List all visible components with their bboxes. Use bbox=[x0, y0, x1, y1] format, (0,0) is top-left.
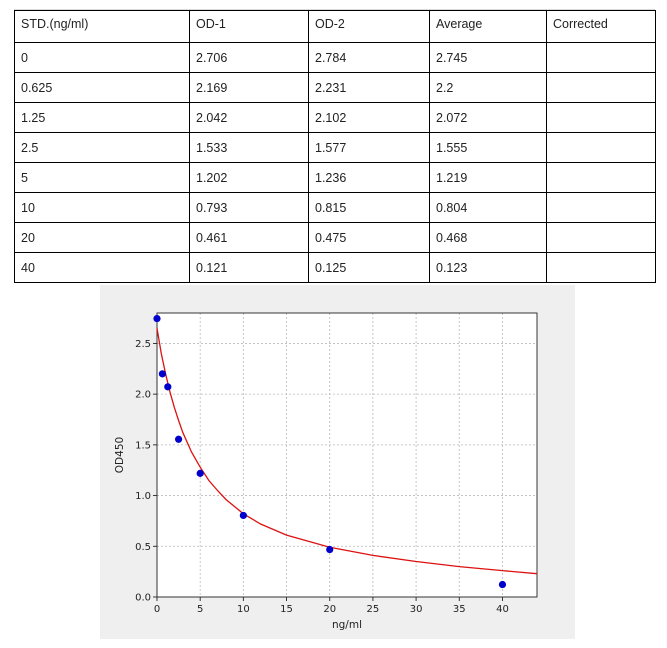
x-tick-label: 20 bbox=[323, 604, 336, 615]
table-cell: 1.555 bbox=[429, 132, 547, 163]
table-cell: 10 bbox=[14, 192, 190, 223]
table-cell: 1.25 bbox=[14, 102, 190, 133]
table-cell: 1.202 bbox=[189, 162, 309, 193]
table-cell bbox=[546, 132, 656, 163]
table-cell: 0.125 bbox=[308, 252, 430, 283]
x-tick-label: 15 bbox=[280, 604, 293, 615]
table-cell: 0.468 bbox=[429, 222, 547, 253]
x-axis-label: ng/ml bbox=[332, 619, 362, 631]
x-tick-label: 0 bbox=[154, 604, 160, 615]
chart-panel: 0 5 10 15 20 25 30 35 40 0.0 0.5 1.0 1.5 2.0 2.5 ng/ml O… bbox=[100, 285, 575, 639]
table-cell: 2.5 bbox=[14, 132, 190, 163]
y-tick-label: 0.0 bbox=[135, 593, 151, 604]
table-cell: 0.804 bbox=[429, 192, 547, 223]
plot-frame bbox=[156, 312, 538, 598]
table-row: 0.625 2.169 2.231 2.2 bbox=[14, 72, 656, 103]
top-divider bbox=[14, 0, 655, 10]
y-tick-label: 1.0 bbox=[135, 491, 151, 502]
table-cell: 1.236 bbox=[308, 162, 430, 193]
table-row: 10 0.793 0.815 0.804 bbox=[14, 192, 656, 223]
x-tick-label: 5 bbox=[197, 604, 203, 615]
table-row: 2.5 1.533 1.577 1.555 bbox=[14, 132, 656, 163]
table-cell bbox=[546, 252, 656, 283]
table-cell: 2.706 bbox=[189, 42, 309, 73]
data-point bbox=[196, 469, 204, 477]
table-cell: 0.815 bbox=[308, 192, 430, 223]
table-cell: 2.784 bbox=[308, 42, 430, 73]
table-row: 40 0.121 0.125 0.123 bbox=[14, 252, 656, 283]
table-cell bbox=[546, 102, 656, 133]
table-cell bbox=[546, 192, 656, 223]
data-point bbox=[153, 314, 161, 323]
header-average: Average bbox=[429, 10, 547, 43]
data-point bbox=[239, 511, 247, 520]
y-axis-label: OD450 bbox=[114, 437, 126, 473]
plot-area bbox=[157, 313, 537, 597]
table-cell: 0.793 bbox=[189, 192, 309, 223]
table-cell bbox=[546, 222, 656, 253]
table-cell: 2.231 bbox=[308, 72, 430, 103]
table-cell: 2.745 bbox=[429, 42, 547, 73]
table-cell: 2.072 bbox=[429, 102, 547, 133]
header-corrected: Corrected bbox=[546, 10, 656, 43]
table-cell: 0.121 bbox=[189, 252, 309, 283]
data-point bbox=[326, 545, 334, 554]
table-cell: 0.475 bbox=[308, 222, 430, 253]
standard-curve-table: STD.(ng/ml) OD-1 OD-2 Average Corrected … bbox=[14, 10, 656, 283]
table-cell: 2.102 bbox=[308, 102, 430, 133]
x-tick-label: 10 bbox=[237, 604, 250, 615]
od-standard-curve-chart: 0 5 10 15 20 25 30 35 40 0.0 0.5 1.0 1.5 2.0 2.5 ng/ml O… bbox=[114, 312, 538, 631]
table-cell: 0.625 bbox=[14, 72, 190, 103]
x-tick-label: 30 bbox=[410, 604, 423, 615]
table-cell: 1.577 bbox=[308, 132, 430, 163]
table-cell bbox=[546, 72, 656, 103]
data-point bbox=[164, 383, 172, 391]
table-cell: 0.461 bbox=[189, 222, 309, 253]
data-point bbox=[158, 370, 166, 378]
table-row: 5 1.202 1.236 1.219 bbox=[14, 162, 656, 193]
table-row: 20 0.461 0.475 0.468 bbox=[14, 222, 656, 253]
fit-curve-line bbox=[156, 328, 538, 575]
table-header-row: STD.(ng/ml) OD-1 OD-2 Average Corrected bbox=[14, 10, 656, 43]
table-cell: 2.169 bbox=[189, 72, 309, 103]
table-cell: 40 bbox=[14, 252, 190, 283]
table-cell: 2.2 bbox=[429, 72, 547, 103]
y-tick-label: 0.5 bbox=[135, 542, 151, 553]
y-tick-label: 2.0 bbox=[135, 390, 151, 401]
table-cell bbox=[546, 42, 656, 73]
table-cell: 20 bbox=[14, 222, 190, 253]
table-cell: 2.042 bbox=[189, 102, 309, 133]
header-std: STD.(ng/ml) bbox=[14, 10, 190, 43]
table-row: 0 2.706 2.784 2.745 bbox=[14, 42, 656, 73]
y-tick-label: 1.5 bbox=[135, 440, 151, 451]
data-point bbox=[174, 435, 183, 443]
table-row: 1.25 2.042 2.102 2.072 bbox=[14, 102, 656, 133]
x-tick-label: 40 bbox=[496, 604, 509, 615]
table-cell: 0.123 bbox=[429, 252, 547, 283]
data-point bbox=[498, 580, 507, 589]
table-cell: 0 bbox=[14, 42, 190, 73]
table-cell: 1.219 bbox=[429, 162, 547, 193]
header-od1: OD-1 bbox=[189, 10, 309, 43]
table-cell: 5 bbox=[14, 162, 190, 193]
x-tick-label: 35 bbox=[453, 604, 466, 615]
x-tick-label: 25 bbox=[367, 604, 380, 615]
table-cell bbox=[546, 162, 656, 193]
y-tick-label: 2.5 bbox=[135, 339, 151, 350]
table-cell: 1.533 bbox=[189, 132, 309, 163]
header-od2: OD-2 bbox=[308, 10, 430, 43]
